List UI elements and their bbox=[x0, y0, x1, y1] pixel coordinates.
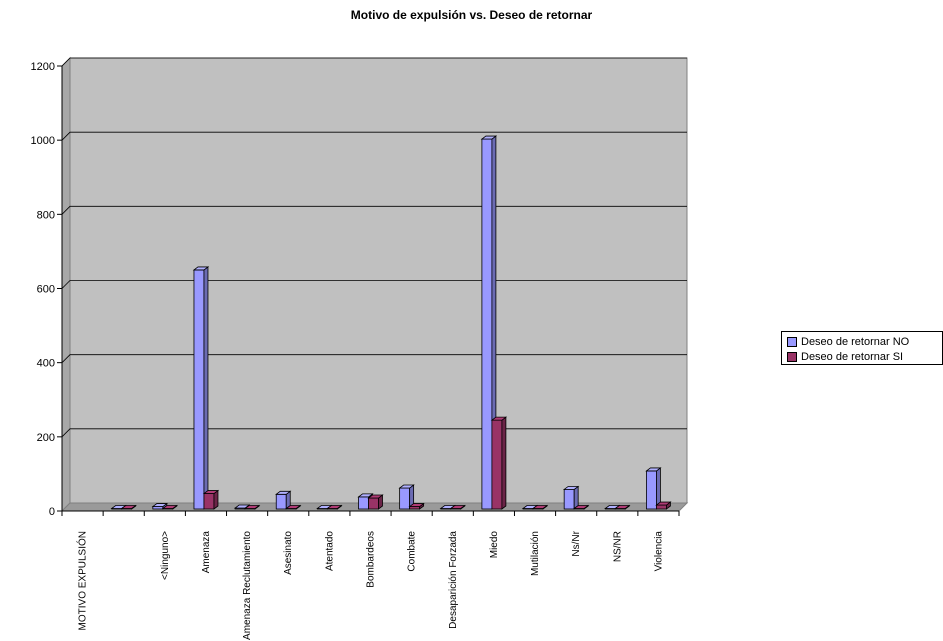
bar-no-10 bbox=[480, 135, 498, 510]
chart-title: Motivo de expulsión vs. Deseo de retorna… bbox=[350, 8, 593, 22]
bar-no-8 bbox=[398, 484, 415, 510]
x-tick-label: <Ninguno> bbox=[160, 531, 171, 580]
bar-si-10 bbox=[490, 416, 508, 510]
legend-item-si: Deseo de retornar SI bbox=[787, 349, 942, 364]
legend-item-no: Deseo de retornar NO bbox=[787, 334, 942, 349]
gridline bbox=[61, 205, 687, 215]
bar-si-8 bbox=[408, 502, 425, 510]
bar-si-12 bbox=[572, 504, 590, 510]
y-tick-label: 0 bbox=[49, 506, 55, 518]
bar-si-6 bbox=[326, 504, 343, 510]
y-tick-label: 200 bbox=[37, 432, 55, 444]
bar-si-14 bbox=[655, 501, 672, 510]
gridline bbox=[61, 280, 687, 289]
bar-no-2 bbox=[151, 502, 169, 510]
bar-si-5 bbox=[285, 504, 302, 510]
x-tick-label: Atentado bbox=[324, 531, 335, 571]
bar-no-12 bbox=[562, 485, 580, 510]
x-tick-label: Amenaza Reclutamiento bbox=[242, 531, 253, 640]
legend: Deseo de retornar NO Deseo de retornar S… bbox=[781, 331, 943, 365]
y-tick-label: 800 bbox=[37, 209, 55, 221]
gridline bbox=[61, 57, 687, 67]
x-tick-label: Amenaza bbox=[201, 531, 212, 574]
x-tick-label: Mutilación bbox=[530, 531, 541, 576]
legend-label-no: Deseo de retornar NO bbox=[801, 335, 910, 348]
gridline bbox=[61, 428, 687, 438]
gridline bbox=[61, 131, 687, 141]
bar-si-3 bbox=[202, 489, 220, 510]
bar-no-3 bbox=[192, 266, 210, 510]
y-tick-label: 600 bbox=[37, 284, 55, 296]
bar-si-4 bbox=[243, 504, 261, 510]
x-tick-label: Bombardeos bbox=[366, 531, 377, 588]
x-tick-label: NS/NR bbox=[612, 531, 623, 562]
bar-si-13 bbox=[614, 504, 631, 510]
x-tick-label: Asesinato bbox=[283, 531, 294, 575]
y-tick-label: 1000 bbox=[31, 135, 55, 147]
gridline bbox=[61, 354, 687, 363]
bar-si-11 bbox=[531, 504, 549, 510]
x-tick-label: Violencia bbox=[653, 531, 664, 572]
legend-label-si: Deseo de retornar SI bbox=[801, 350, 904, 363]
y-tick-label: 400 bbox=[37, 358, 55, 370]
x-tick-label: MOTIVO EXPULSIÓN bbox=[76, 531, 89, 630]
x-tick-label: Ns/Nr bbox=[571, 530, 582, 556]
x-tick-label: Miedo bbox=[489, 531, 500, 559]
y-tick-label: 1200 bbox=[31, 61, 55, 73]
bar-si-2 bbox=[161, 504, 179, 510]
bar-si-7 bbox=[367, 494, 384, 510]
bar-si-1 bbox=[120, 504, 137, 510]
bar-no-5 bbox=[275, 490, 292, 510]
bar-si-9 bbox=[449, 504, 466, 510]
bar-no-14 bbox=[645, 467, 662, 510]
legend-swatch-no bbox=[787, 336, 797, 347]
x-tick-label: Combate bbox=[407, 531, 418, 572]
x-tick-label: Desaparición Forzada bbox=[448, 531, 459, 629]
legend-swatch-si bbox=[787, 351, 797, 362]
